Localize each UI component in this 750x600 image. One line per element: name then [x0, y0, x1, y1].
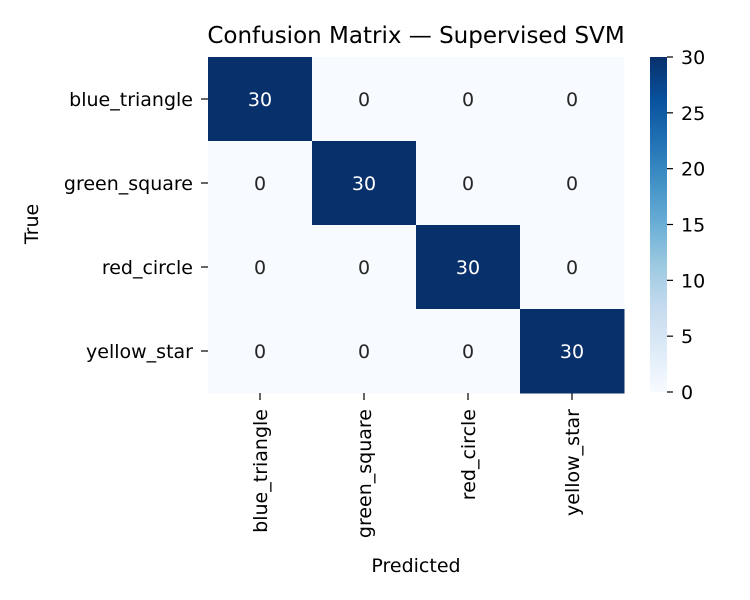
cell-annotations: 30 0 0 0 0 30 0 0 0 0 30 0 0 0 0 30 [248, 89, 584, 363]
heatmap-cell [416, 309, 521, 394]
heatmap-cell [312, 309, 417, 394]
x-tick-label: yellow_star [562, 409, 584, 516]
cell-value: 0 [462, 173, 474, 195]
cell-value: 0 [566, 257, 578, 279]
x-tick-label: blue_triangle [250, 409, 272, 533]
heatmap-cell [208, 225, 313, 310]
x-tick-label: red_circle [458, 409, 480, 500]
colorbar-tick-label: 10 [681, 270, 705, 292]
colorbar-tick-label: 15 [681, 215, 705, 237]
y-tick-label: blue_triangle [69, 89, 193, 111]
heatmap-cells [208, 57, 625, 394]
colorbar-tick-label: 30 [681, 47, 705, 69]
heatmap-cell [416, 225, 521, 310]
cell-value: 0 [254, 257, 266, 279]
cell-value: 30 [352, 173, 376, 195]
heatmap-cell [208, 309, 313, 394]
heatmap-cell [312, 225, 417, 310]
heatmap-cell [312, 57, 417, 142]
cell-value: 0 [358, 89, 370, 111]
x-tick-label: green_square [354, 409, 376, 538]
colorbar-tick-label: 25 [681, 103, 705, 125]
colorbar-tick-label: 20 [681, 159, 705, 181]
cell-value: 0 [254, 341, 266, 363]
heatmap-cell [520, 141, 625, 226]
heatmap-cell [416, 141, 521, 226]
cell-value: 30 [560, 341, 584, 363]
heatmap-cell [520, 57, 625, 142]
heatmap-cell [416, 57, 521, 142]
cell-value: 0 [462, 341, 474, 363]
cell-value: 30 [248, 89, 272, 111]
cell-value: 0 [358, 341, 370, 363]
cell-value: 0 [566, 173, 578, 195]
y-tick-label: green_square [64, 173, 193, 195]
cell-value: 0 [358, 257, 370, 279]
chart-title: Confusion Matrix — Supervised SVM [207, 23, 624, 49]
x-axis-ticks: blue_triangle green_square red_circle yello… [250, 393, 584, 538]
cell-value: 0 [462, 89, 474, 111]
y-axis-label: True [21, 204, 43, 245]
cell-value: 0 [254, 173, 266, 195]
heatmap-cell [312, 141, 417, 226]
colorbar [650, 57, 667, 392]
heatmap-cell [520, 225, 625, 310]
colorbar-tick-label: 5 [681, 326, 693, 348]
x-axis-label: Predicted [371, 555, 460, 577]
y-tick-label: yellow_star [86, 341, 193, 363]
y-axis-ticks: blue_triangle green_square red_circleyello… [64, 89, 208, 363]
heatmap-cell [208, 141, 313, 226]
y-tick-label: red_circle [102, 257, 193, 279]
colorbar-ticks: 0 5 10 15 20 25 30 [667, 47, 705, 404]
cell-value: 0 [566, 89, 578, 111]
colorbar-tick-label: 0 [681, 382, 693, 404]
heatmap-cell [208, 57, 313, 142]
heatmap-cell [520, 309, 625, 394]
cell-value: 30 [456, 257, 480, 279]
